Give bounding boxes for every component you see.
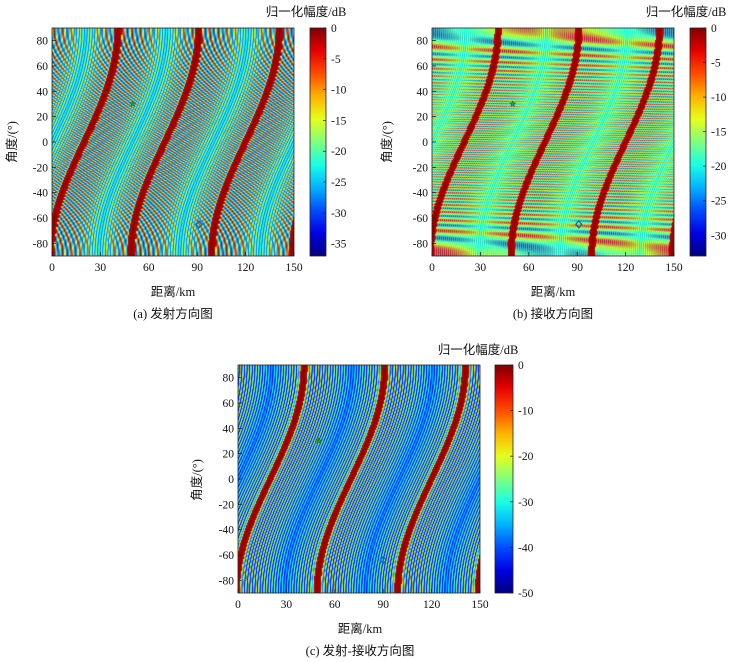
y-tick-label: -20 (33, 162, 49, 174)
y-tick-label: 40 (417, 86, 429, 98)
y-tick-label: 80 (223, 373, 235, 385)
colorbar-tick-label: -15 (711, 127, 727, 139)
panel-b: 0 30 60 90 120 150 -80 -60 -40 -20 0 20 40 60 80 0 -5 -10… (379, 4, 727, 321)
y-tick-label: 60 (417, 61, 429, 73)
colorbar-tick-label: -25 (331, 177, 347, 189)
y-axis-label: 角度/(°) (4, 121, 19, 163)
x-tick-label: 90 (377, 599, 389, 611)
x-tick-label: 0 (49, 262, 55, 274)
x-axis-label: 距离/km (531, 284, 576, 299)
heatmap-image (432, 28, 674, 256)
colorbar-tick-label: -30 (331, 208, 347, 220)
colorbar-tick-label: -35 (331, 239, 347, 251)
colorbar-tick-label: -10 (711, 92, 727, 104)
colorbar (309, 27, 327, 257)
colorbar-tick-label: -20 (711, 161, 727, 173)
y-tick-label: -20 (413, 162, 429, 174)
y-tick-label: -40 (33, 188, 49, 200)
colorbar-tick-label: 0 (518, 360, 524, 372)
x-axis-label: 距离/km (338, 621, 383, 636)
x-tick-label: 150 (285, 262, 303, 274)
heatmap-image (52, 28, 294, 256)
colorbar-tick-label: -40 (518, 542, 534, 554)
x-tick-label: 90 (571, 262, 583, 274)
y-tick-label: 60 (37, 61, 49, 73)
x-tick-label: 60 (143, 262, 155, 274)
caption-c: (c) 发射-接收方向图 (306, 643, 415, 658)
y-tick-label: 0 (422, 137, 428, 149)
y-tick-label: 0 (228, 474, 234, 486)
y-tick-label: -60 (413, 213, 429, 225)
y-tick-label: 40 (223, 423, 235, 435)
y-tick-label: 80 (417, 36, 429, 48)
star-marker (128, 100, 137, 108)
y-tick-label: -40 (413, 188, 429, 200)
colorbar (689, 27, 707, 257)
x-axis-label: 距离/km (151, 284, 196, 299)
colorbar-tick-label: -50 (518, 588, 534, 600)
y-tick-label: 80 (37, 36, 49, 48)
colorbar-tick-label: -10 (518, 406, 534, 418)
x-tick-label: 150 (471, 599, 489, 611)
x-tick-label: 90 (191, 262, 203, 274)
y-tick-label: -40 (219, 525, 235, 537)
x-tick-label: 60 (523, 262, 535, 274)
x-tick-label: 30 (281, 599, 293, 611)
x-tick-label: 0 (235, 599, 241, 611)
diamond-marker (379, 555, 388, 565)
colorbar-tick-label: -25 (711, 196, 727, 208)
y-tick-label: -80 (413, 238, 429, 250)
colorbar-tick-label: -5 (331, 54, 341, 66)
colorbar-tick-label: 0 (331, 23, 337, 35)
y-tick-label: -80 (33, 238, 49, 250)
colorbar-tick-label: -30 (711, 230, 727, 242)
y-tick-label: -80 (219, 575, 235, 587)
x-tick-label: 0 (429, 262, 435, 274)
panel-a: 0 30 60 90 120 150 -80 -60 -40 -20 0 20 40 60 80 0 -5 -10… (4, 4, 347, 321)
panel-c: 0 30 60 90 120 150 -80 -60 -40 -20 0 20 40 60 80 0 -10 -2… (189, 342, 534, 658)
y-tick-label: 40 (37, 86, 49, 98)
colorbar-tick-label: -15 (331, 115, 347, 127)
y-tick-label: 0 (42, 137, 48, 149)
diamond-marker (574, 219, 583, 229)
star-marker (314, 437, 323, 445)
colorbar-title: 归一化幅度/dB (266, 4, 347, 19)
colorbar-tick-label: -5 (711, 58, 721, 70)
y-tick-label: 20 (37, 112, 49, 124)
x-tick-label: 150 (665, 262, 683, 274)
x-tick-label: 120 (237, 262, 255, 274)
colorbar-title: 归一化幅度/dB (646, 4, 727, 19)
colorbar-title: 归一化幅度/dB (438, 342, 519, 357)
caption-a: (a) 发射方向图 (133, 306, 213, 321)
colorbar-tick-label: -30 (518, 497, 534, 509)
x-tick-label: 120 (617, 262, 635, 274)
x-tick-label: 30 (475, 262, 487, 274)
x-tick-label: 30 (95, 262, 107, 274)
y-tick-label: 20 (223, 449, 235, 461)
caption-b: (b) 接收方向图 (513, 306, 593, 321)
colorbar-tick-label: -20 (518, 451, 534, 463)
diamond-marker (194, 219, 203, 229)
colorbar-tick-label: -10 (331, 85, 347, 97)
y-tick-label: -60 (219, 550, 235, 562)
heatmap-image (238, 365, 480, 593)
y-axis-label: 角度/(°) (379, 121, 394, 163)
y-tick-label: -20 (219, 499, 235, 511)
colorbar-tick-label: -20 (331, 146, 347, 158)
y-axis-label: 角度/(°) (189, 459, 204, 501)
y-tick-label: 60 (223, 398, 235, 410)
y-tick-label: 20 (417, 112, 429, 124)
x-tick-label: 60 (329, 599, 341, 611)
x-tick-label: 120 (423, 599, 441, 611)
y-tick-label: -60 (33, 213, 49, 225)
star-marker (508, 100, 517, 108)
colorbar (494, 364, 514, 594)
colorbar-tick-label: 0 (711, 23, 717, 35)
